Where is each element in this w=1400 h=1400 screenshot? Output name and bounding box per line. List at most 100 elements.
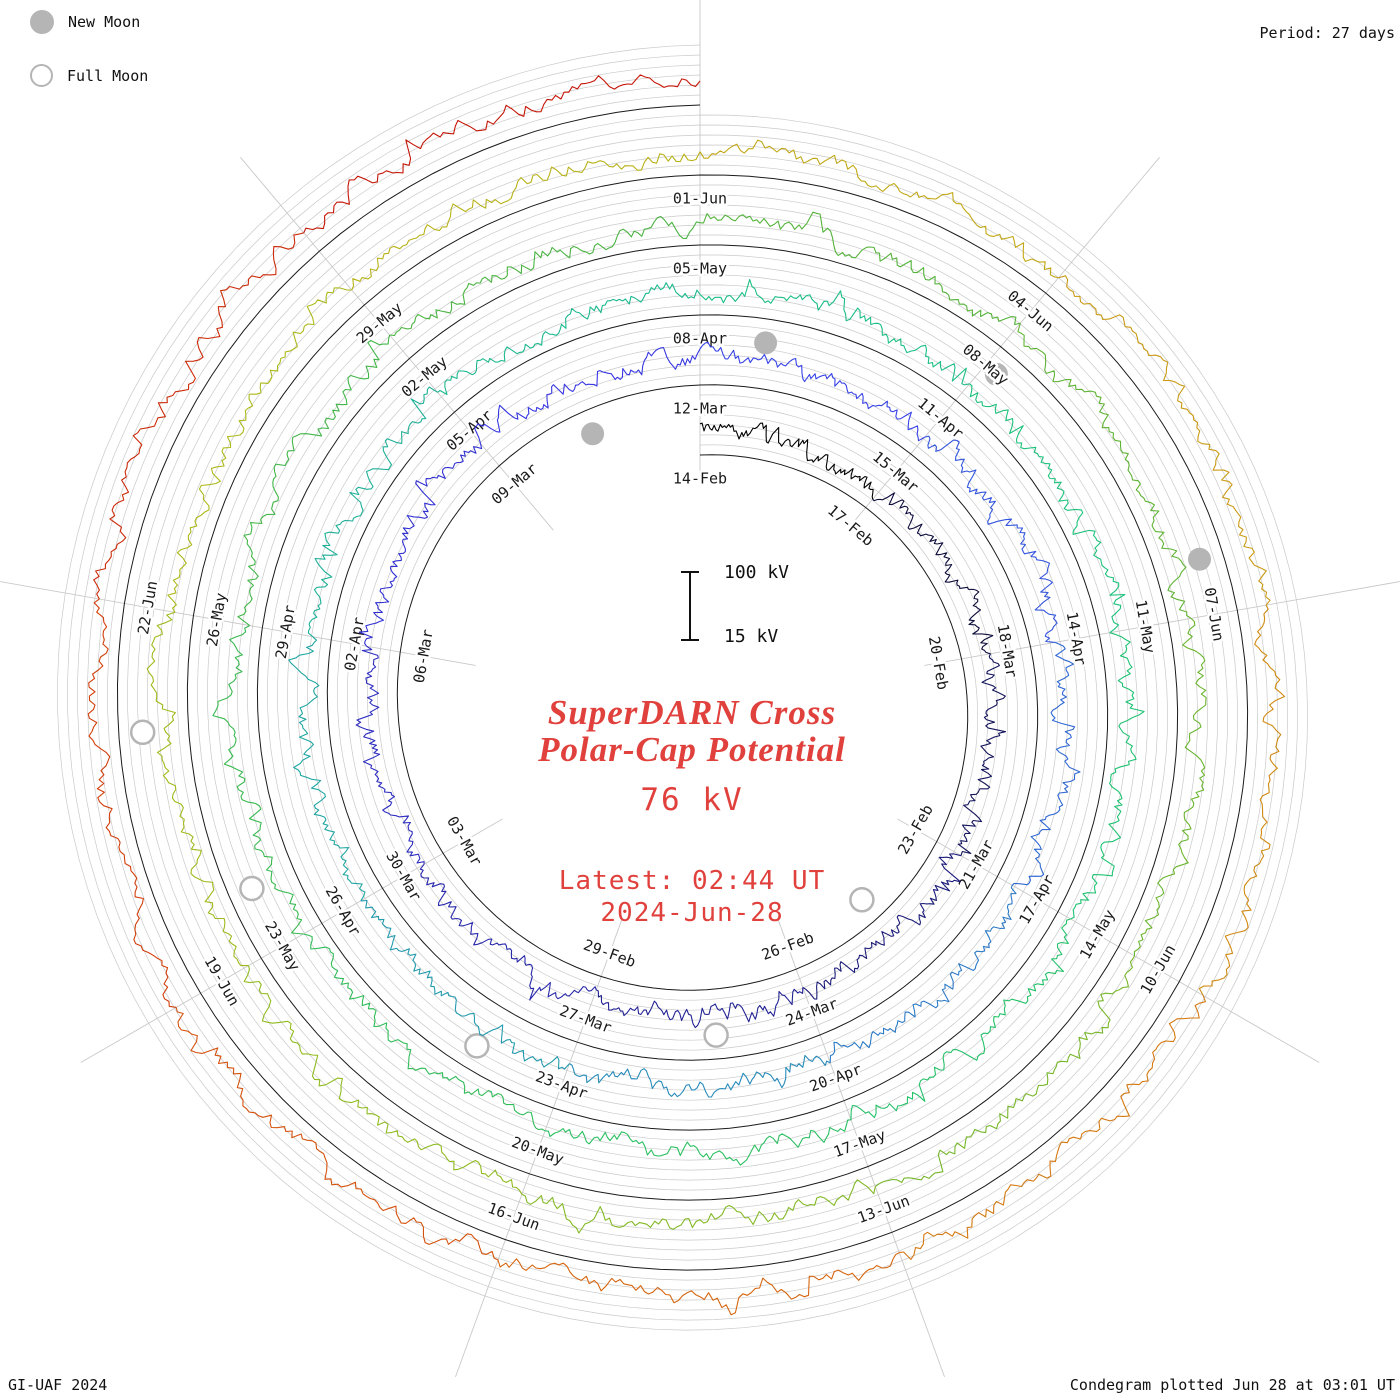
plotted-label: Condegram plotted Jun 28 at 03:01 UT <box>1069 1376 1395 1394</box>
trace-segment <box>802 853 962 1000</box>
trace-segment <box>437 282 701 396</box>
trace-segment <box>237 334 391 627</box>
trace-segment <box>699 211 1021 326</box>
spiral-gridlines <box>57 44 1308 1331</box>
spiral-date-label: 20-May <box>509 1133 566 1168</box>
radial-gridline <box>924 581 1400 666</box>
spiral-date-label: 17-Apr <box>1015 871 1058 927</box>
spiral-gridline <box>87 74 1278 1301</box>
trace-segment <box>1017 322 1192 619</box>
trace-segment <box>596 987 804 1029</box>
trace-segment <box>175 1007 499 1261</box>
legend-new-moon-label: New Moon <box>68 13 141 31</box>
radial-gridline <box>0 581 476 666</box>
new-moon-marker <box>581 422 605 446</box>
spiral-date-label: 17-Feb <box>824 501 877 550</box>
moon-markers <box>129 331 1211 1059</box>
spiral-date-label: 23-Apr <box>533 1067 590 1102</box>
full-moon-marker <box>464 1033 490 1059</box>
spiral-date-label: 23-Feb <box>894 801 937 857</box>
trace-segment <box>969 383 1126 634</box>
spiral-date-label: 16-Jun <box>485 1199 542 1234</box>
full-moon-marker <box>849 887 875 913</box>
trace-segment <box>358 443 483 647</box>
trace-segment <box>1011 641 1081 886</box>
spiral-date-label: 05-May <box>673 260 727 278</box>
new-moon-icon <box>30 10 54 34</box>
scale-bar <box>681 571 699 641</box>
chart-title-line1: SuperDARN Cross <box>547 693 837 732</box>
spiral-date-label: 14-May <box>1076 906 1119 962</box>
trace-segment <box>355 645 425 865</box>
trace-segment <box>829 885 1017 1063</box>
latest-date-label: 2024-Jun-28 <box>600 898 784 929</box>
spiral-date-label: 01-Jun <box>673 190 727 208</box>
spiral-gridline <box>77 64 1288 1311</box>
period-label: Period: 27 days <box>1259 24 1395 42</box>
latest-time-label: Latest: 02:44 UT <box>558 866 826 897</box>
trace-segment <box>544 1119 852 1166</box>
trace-segment <box>699 341 926 442</box>
spiral-date-label: 10-Jun <box>1137 941 1180 997</box>
trace-segment <box>699 278 970 386</box>
legend-full-moon: Full Moon <box>30 64 148 87</box>
spiral-date-label: 26-Apr <box>322 883 365 939</box>
trace-segment <box>850 918 1071 1120</box>
potential-trace <box>87 74 1286 1316</box>
trace-segment <box>899 995 1206 1260</box>
spiral-gridline <box>67 54 1298 1321</box>
trace-segment <box>167 287 352 613</box>
radial-gridline <box>80 818 503 1063</box>
center-annotation: SuperDARN Cross Polar-Cap Potential 76 k… <box>538 694 846 928</box>
new-moon-marker <box>754 331 778 355</box>
new-moon-marker <box>984 362 1008 386</box>
spiral-date-label: 21-Mar <box>955 836 998 892</box>
trace-segment <box>87 598 177 1008</box>
trace-segment <box>1133 618 1207 956</box>
spiral-date-label: 19-Jun <box>200 953 243 1009</box>
trace-segment <box>212 625 304 935</box>
spiral-date-label: 05-Apr <box>443 406 496 455</box>
trace-segment <box>1198 604 1286 996</box>
trace-segment <box>288 636 366 902</box>
spiral-date-label: 14-Feb <box>673 470 727 488</box>
spiral-date-label: 06-Mar <box>410 628 437 684</box>
spiral-gridline <box>97 84 1268 1291</box>
trace-segment <box>957 653 1007 856</box>
spiral-date-label: 29-Apr <box>272 604 299 660</box>
spiral-date-label: 29-May <box>353 299 406 348</box>
trace-segment <box>521 1179 876 1234</box>
spiral-date-label: 20-Feb <box>925 635 952 691</box>
spiral-baseline <box>116 104 1249 1271</box>
trace-segment <box>1058 275 1271 606</box>
spiral-gridline <box>57 44 1308 1331</box>
spiral-date-label: 26-May <box>203 591 230 647</box>
spiral-date-label: 03-Mar <box>443 813 486 869</box>
trace-segment <box>351 151 701 291</box>
trace-segment <box>93 232 304 600</box>
spiral-date-label: 29-Feb <box>581 936 638 971</box>
trace-segment <box>146 611 249 967</box>
trace-segment <box>872 492 994 655</box>
spiral-date-label: 17-May <box>831 1126 888 1161</box>
trace-segment <box>924 435 1058 643</box>
spiral-date-label: 18-Mar <box>994 623 1021 679</box>
full-moon-icon <box>30 64 53 87</box>
radial-gridline <box>777 919 945 1378</box>
trace-segment <box>497 1252 900 1316</box>
moon-legend: New Moon Full Moon <box>30 10 148 117</box>
spiral-gridline <box>107 94 1258 1281</box>
credit-label: GI-UAF 2024 <box>8 1376 108 1394</box>
spiral-date-label: 12-Mar <box>673 400 727 418</box>
spiral-date-label: 24-Mar <box>783 994 840 1029</box>
trace-segment <box>419 863 597 1001</box>
legend-new-moon: New Moon <box>30 10 148 34</box>
spiral-date-label: 27-Mar <box>557 1002 614 1037</box>
trace-segment <box>360 899 570 1070</box>
radial-gridline <box>897 818 1320 1063</box>
trace-segment <box>474 346 701 444</box>
baseline-spiral <box>116 104 1249 1271</box>
trace-segment <box>303 933 546 1132</box>
trace-segment <box>699 422 874 500</box>
